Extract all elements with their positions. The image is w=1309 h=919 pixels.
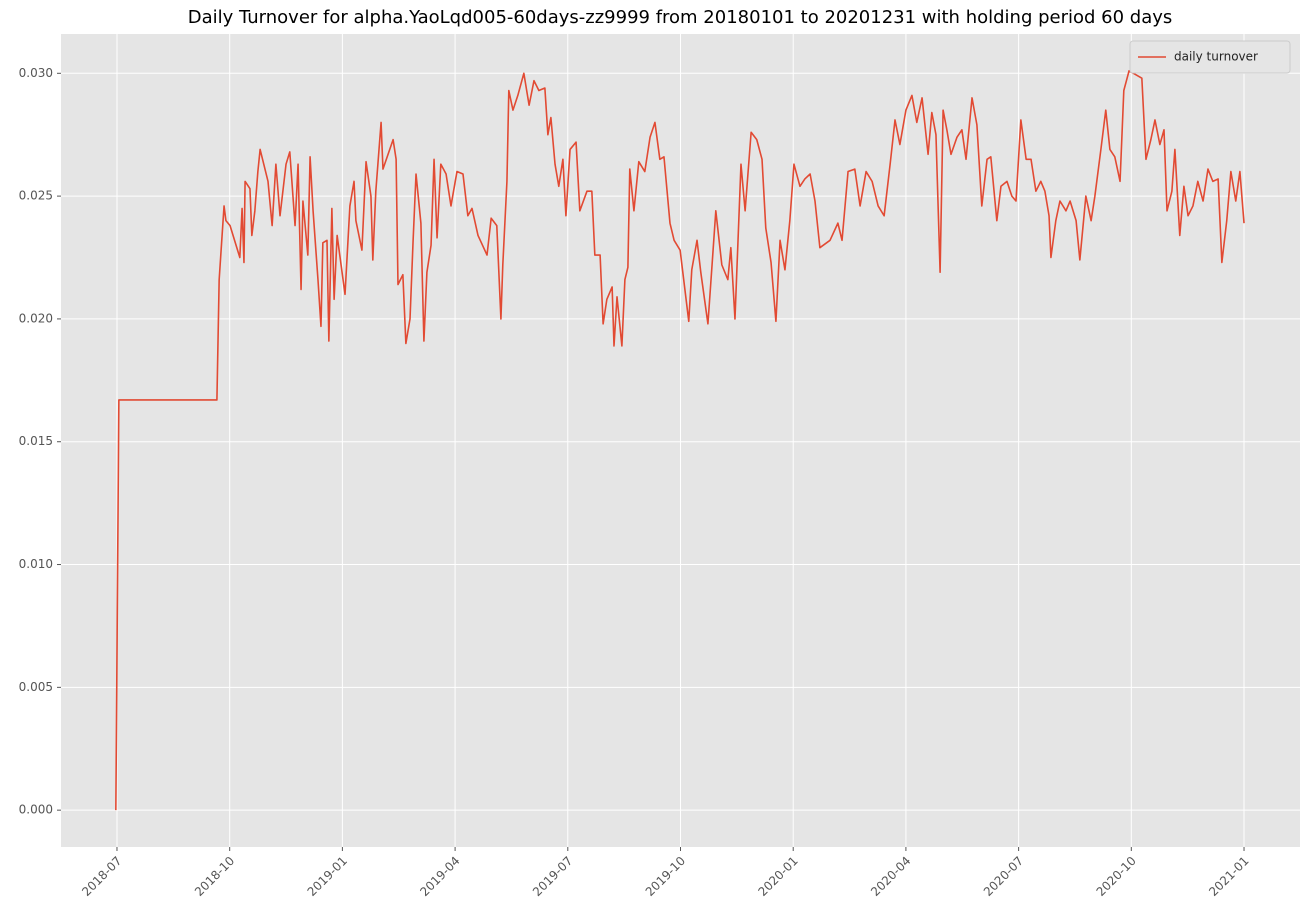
x-tick-label: 2020-07: [981, 854, 1026, 899]
y-tick-label: 0.000: [19, 803, 53, 817]
y-tick-label: 0.030: [19, 66, 53, 80]
y-tick-label: 0.020: [19, 311, 53, 325]
x-tick-label: 2019-01: [305, 854, 350, 899]
x-tick-label: 2018-10: [192, 854, 237, 899]
y-tick-label: 0.025: [19, 189, 53, 203]
x-tick-label: 2018-07: [79, 854, 124, 899]
line-series: [115, 70, 1245, 811]
x-tick-label: 2020-01: [755, 854, 800, 899]
y-tick-label: 0.010: [19, 557, 53, 571]
legend-box: [1129, 40, 1291, 74]
x-tick-label: 2020-04: [868, 854, 913, 899]
chart-title: Daily Turnover for alpha.YaoLqd005-60day…: [188, 7, 1173, 28]
y-tick-label: 0.005: [19, 680, 53, 694]
x-tick-label: 2019-07: [530, 854, 575, 899]
x-tick-label: 2019-04: [417, 854, 462, 899]
x-tick-label: 2021-01: [1206, 854, 1251, 899]
y-tick-label: 0.015: [19, 434, 53, 448]
x-tick-label: 2019-10: [643, 854, 688, 899]
x-tick-label: 2020-10: [1094, 854, 1139, 899]
legend-label: daily turnover: [1174, 50, 1258, 64]
